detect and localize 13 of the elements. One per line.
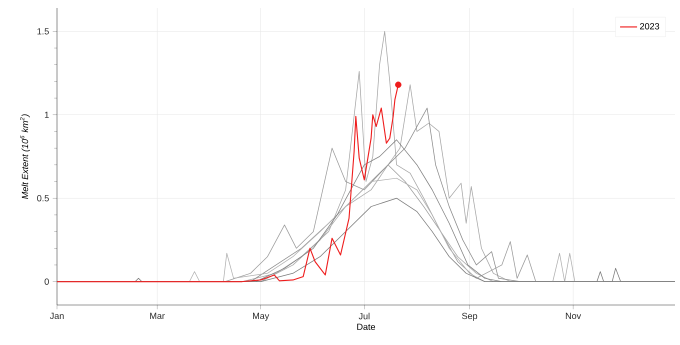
y-tick-label: 1 (44, 112, 49, 118)
x-tick-label: Sep (462, 312, 478, 321)
legend-label: 2023 (640, 23, 660, 30)
y-tick-label: 0.5 (37, 195, 49, 202)
x-tick-label: May (253, 312, 270, 321)
x-tick-label: Nov (566, 312, 582, 320)
x-axis-title: Date (357, 324, 376, 330)
y-axis-title: Melt Extent (10$^{6}$ km$^{2}$) (20, 114, 30, 199)
x-tick-label: Jul (358, 312, 370, 320)
x-tick-label: Jan (50, 312, 64, 320)
y-tick-label: 1.5 (37, 28, 49, 34)
y-tick-label: 0 (44, 278, 49, 285)
x-tick-label: Mar (150, 312, 165, 320)
